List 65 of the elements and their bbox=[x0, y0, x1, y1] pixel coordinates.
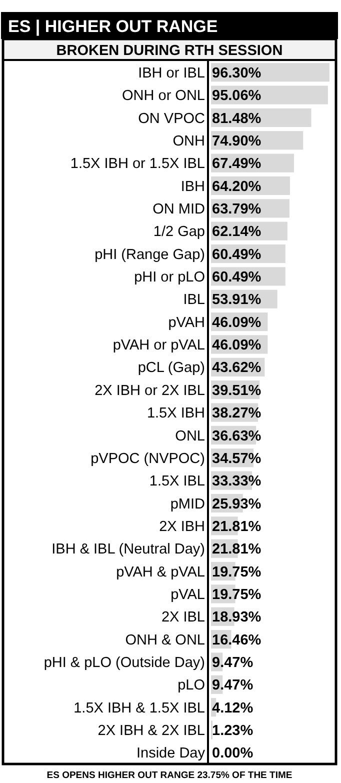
y-tick-label: pHI & pLO (Outside Day) bbox=[44, 655, 205, 672]
text: ES OPENS HIGHER OUT RANGE 23.75% OF THE TIME bbox=[46, 770, 292, 781]
y-tick-label: IBH or IBL bbox=[138, 65, 205, 82]
data-label: 60.49% bbox=[212, 270, 262, 286]
data-label: 60.49% bbox=[212, 246, 262, 263]
data-label: 74.90% bbox=[212, 133, 262, 150]
data-label: 39.51% bbox=[212, 382, 262, 399]
data-label: 33.33% bbox=[212, 474, 262, 490]
data-label: 0.00% bbox=[212, 746, 254, 762]
chart-subtitle: BROKEN DURING RTH SESSION bbox=[56, 43, 283, 59]
y-tick-label: 2X IBH or 2X IBL bbox=[94, 382, 205, 399]
y-tick-label: pHI or pLO bbox=[134, 270, 205, 286]
y-tick-label: ONL bbox=[175, 428, 205, 444]
y-tick-label: 2X IBL bbox=[161, 610, 205, 626]
y-tick-label: 1.5X IBL bbox=[149, 474, 205, 490]
data-label: 21.81% bbox=[212, 542, 262, 558]
y-tick-label: ONH & ONL bbox=[125, 632, 205, 648]
y-tick-label: IBL bbox=[183, 292, 205, 308]
y-tick-label: 2X IBH & 2X IBL bbox=[98, 723, 205, 740]
data-label: 25.93% bbox=[212, 496, 262, 512]
data-label: 96.30% bbox=[212, 65, 262, 82]
data-label: 43.62% bbox=[212, 360, 262, 376]
data-label: 95.06% bbox=[212, 88, 262, 104]
data-label: 9.47% bbox=[212, 678, 254, 694]
y-tick-label: pVPOC (NVPOC) bbox=[90, 450, 205, 467]
y-tick-label: pVAH bbox=[168, 314, 205, 331]
y-tick-label: ON MID bbox=[152, 201, 205, 218]
data-label: 21.81% bbox=[212, 518, 262, 535]
y-tick-label: 1.5X IBH or 1.5X IBL bbox=[70, 156, 205, 172]
data-label: 53.91% bbox=[212, 292, 262, 308]
y-tick-label: 1.5X IBH & 1.5X IBL bbox=[74, 700, 205, 716]
data-label: 19.75% bbox=[212, 564, 262, 580]
data-label: 38.27% bbox=[212, 406, 262, 422]
y-tick-label: pVAL bbox=[170, 586, 205, 603]
y-tick-label: IBH & IBL (Neutral Day) bbox=[52, 542, 205, 558]
y-tick-label: pLO bbox=[178, 678, 205, 694]
y-tick-label: ON VPOC bbox=[138, 110, 205, 127]
data-label: 67.49% bbox=[212, 156, 262, 172]
data-label: 34.57% bbox=[212, 450, 262, 467]
y-tick-label: 2X IBH bbox=[159, 518, 205, 535]
data-label: 1.23% bbox=[212, 723, 254, 740]
y-tick-label: ONH or ONL bbox=[122, 88, 205, 104]
y-tick-label: 1/2 Gap bbox=[153, 224, 205, 240]
y-tick-label: pCL (Gap) bbox=[138, 360, 205, 376]
y-tick-label: ONH bbox=[172, 133, 205, 150]
y-tick-label: 1.5X IBH bbox=[146, 406, 205, 422]
y-tick-label: IBH bbox=[180, 178, 205, 195]
data-label: 36.63% bbox=[212, 428, 262, 444]
data-label: 19.75% bbox=[212, 586, 262, 603]
data-label: 46.09% bbox=[212, 314, 262, 331]
data-label: 18.93% bbox=[212, 610, 262, 626]
chart-title: ES | HIGHER OUT RANGE bbox=[8, 17, 218, 36]
y-tick-label: pHI (Range Gap) bbox=[94, 246, 205, 263]
data-label: 62.14% bbox=[212, 224, 262, 240]
data-label: 63.79% bbox=[212, 201, 262, 218]
data-label: 4.12% bbox=[212, 700, 254, 716]
data-label: 64.20% bbox=[212, 178, 262, 195]
data-label: 9.47% bbox=[212, 655, 254, 672]
data-label: 46.09% bbox=[212, 338, 262, 354]
y-tick-label: pVAH or pVAL bbox=[112, 338, 205, 354]
y-tick-label: Inside Day bbox=[136, 746, 206, 762]
data-label: 16.46% bbox=[212, 632, 262, 648]
data-label: 81.48% bbox=[212, 110, 262, 127]
y-tick-label: pVAH & pVAL bbox=[116, 564, 205, 580]
y-tick-label: pMID bbox=[170, 496, 205, 512]
